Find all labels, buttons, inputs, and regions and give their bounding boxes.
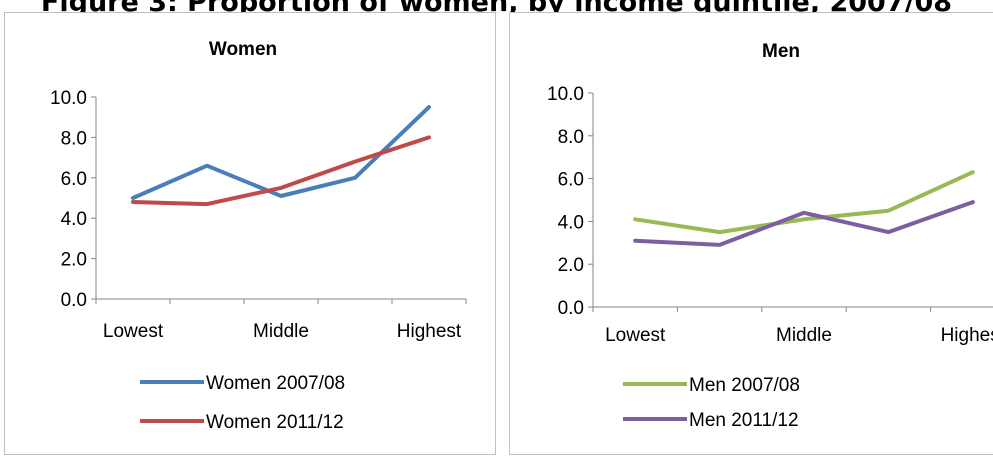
women-x-tick-label: Lowest xyxy=(103,321,164,342)
men-legend-label-2: Men 2011/12 xyxy=(689,410,799,431)
women-y-tick-label: 10.0 xyxy=(50,88,87,109)
men-x-tick-label: Lowest xyxy=(605,325,666,346)
men-series-line-2 xyxy=(633,200,975,247)
men-line-chart: Men 0.0 2.0 4.0 6.0 8.0 10.0 Lowest Middle Highes… xyxy=(547,41,993,431)
women-y-tick-label: 4.0 xyxy=(61,209,87,230)
women-x-tick-label: Middle xyxy=(253,321,309,342)
men-y-tick-label: 2.0 xyxy=(558,255,584,276)
women-y-tick-label: 6.0 xyxy=(61,169,87,190)
men-y-tick-label: 8.0 xyxy=(558,127,584,148)
women-x-tick-label: Highest xyxy=(397,321,462,342)
women-line-chart: Women 0.0 2.0 4.0 6.0 8.0 10.0 Lowest Middle High… xyxy=(50,39,467,433)
women-y-tick-label: 8.0 xyxy=(61,128,87,149)
men-x-tick-label: Highest xyxy=(941,325,993,346)
men-x-tick-label: Middle xyxy=(776,325,832,346)
women-legend-label-1: Women 2007/08 xyxy=(206,373,345,394)
men-y-tick-label: 6.0 xyxy=(558,170,584,191)
men-y-tick-label: 10.0 xyxy=(547,84,584,105)
men-series-line-1 xyxy=(633,170,975,235)
men-y-tick-label: 0.0 xyxy=(558,298,584,319)
men-chart-panel: Men 0.0 2.0 4.0 6.0 8.0 10.0 Lowest Middle Highes… xyxy=(509,12,993,455)
women-chart-title: Women xyxy=(209,39,277,60)
women-chart-panel: Women 0.0 2.0 4.0 6.0 8.0 10.0 Lowest Middle High… xyxy=(4,12,496,455)
women-y-tick-label: 0.0 xyxy=(61,290,87,311)
men-chart-title: Men xyxy=(762,41,800,62)
men-legend-label-1: Men 2007/08 xyxy=(689,375,800,396)
women-legend-label-2: Women 2011/12 xyxy=(206,412,344,433)
men-y-tick-label: 4.0 xyxy=(558,212,584,233)
women-series-line-2 xyxy=(131,135,431,207)
women-y-tick-label: 2.0 xyxy=(61,250,87,271)
